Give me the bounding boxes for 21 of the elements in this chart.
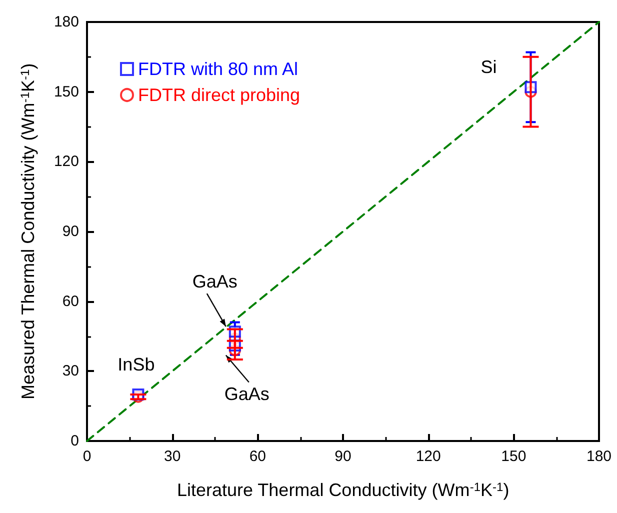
x-tick-label: 90 <box>334 448 352 465</box>
legend-label: FDTR direct probing <box>138 85 300 105</box>
x-tick-label: 30 <box>164 448 181 465</box>
y-tick-label: 90 <box>62 223 79 240</box>
y-tick-label: 60 <box>62 292 79 310</box>
x-tick-label: 150 <box>501 448 526 465</box>
y-tick-label: 150 <box>54 83 79 100</box>
x-tick-label: 0 <box>82 448 92 465</box>
y-tick-label: 0 <box>70 432 79 450</box>
y-axis-title: Measured Thermal Conductivity (Wm-1K-1) <box>18 63 38 400</box>
y-tick-label: 180 <box>54 14 79 30</box>
annotation: Si <box>480 57 497 78</box>
annotation: GaAs <box>224 384 270 404</box>
x-tick-label: 60 <box>249 448 266 465</box>
y-tick-label: 30 <box>62 362 79 380</box>
legend-label: FDTR with 80 nm Al <box>138 59 298 79</box>
y-tick-label: 120 <box>54 153 79 170</box>
annotation: GaAs <box>192 272 238 292</box>
x-tick-label: 120 <box>416 448 441 465</box>
x-tick-label: 180 <box>586 448 612 465</box>
annotation: InSb <box>118 354 155 374</box>
